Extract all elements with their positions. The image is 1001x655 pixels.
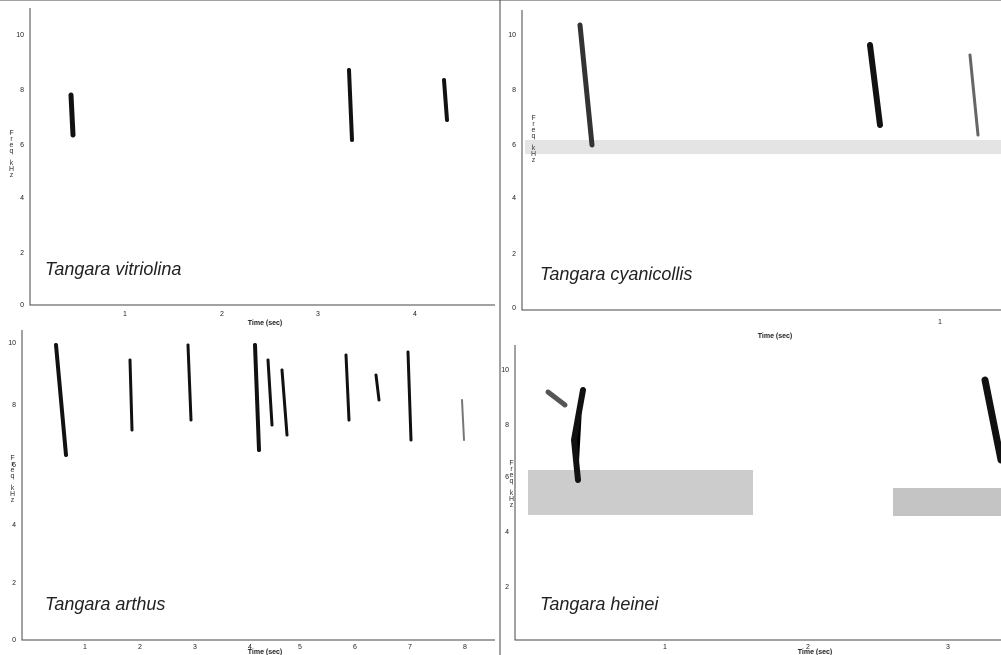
- y-tick-label: 6: [20, 142, 24, 149]
- y-tick-label: 8: [12, 402, 16, 409]
- y-axis-label: Freq kHz: [508, 460, 515, 508]
- y-tick-label: 8: [20, 87, 24, 94]
- y-tick-label: 0: [512, 305, 516, 312]
- y-tick-label: 6: [512, 142, 516, 149]
- noise-band: [528, 470, 753, 515]
- y-tick-label: 4: [12, 522, 16, 529]
- x-tick-label: 5: [298, 644, 302, 651]
- y-tick-label: 10: [508, 32, 516, 39]
- y-tick-label: 8: [505, 422, 509, 429]
- x-axis-label: Time (sec): [248, 649, 283, 655]
- x-tick-label: 2: [806, 644, 810, 651]
- y-tick-label: 6: [12, 462, 16, 469]
- y-tick-label: 4: [20, 195, 24, 202]
- y-tick-label: 2: [12, 580, 16, 587]
- y-tick-label: 0: [20, 302, 24, 309]
- x-tick-label: 3: [193, 644, 197, 651]
- x-tick-label: 1: [83, 644, 87, 651]
- y-tick-label: 0: [12, 637, 16, 644]
- y-tick-label: 2: [512, 251, 516, 258]
- y-tick-label: 2: [505, 584, 509, 591]
- syllables: [54, 22, 1001, 483]
- species-label: Tangara arthus: [45, 594, 165, 614]
- y-tick-label: 10: [16, 32, 24, 39]
- x-tick-label: 7: [408, 644, 412, 651]
- y-tick-label: 10: [8, 340, 16, 347]
- axes: [29, 8, 495, 306]
- x-tick-label: 8: [463, 644, 467, 651]
- y-tick-label: 10: [501, 367, 509, 374]
- axes: [21, 330, 495, 641]
- y-tick-label: 4: [512, 195, 516, 202]
- x-tick-label: 3: [946, 644, 950, 651]
- x-axis-label: Time (sec): [798, 649, 833, 655]
- species-label: Tangara cyanicollis: [540, 264, 692, 284]
- y-tick-label: 4: [505, 529, 509, 536]
- x-tick-label: 6: [353, 644, 357, 651]
- x-tick-label: 4: [413, 311, 417, 318]
- species-label: Tangara heinei: [540, 594, 659, 614]
- x-axis-label: Time (sec): [758, 333, 793, 340]
- x-tick-label: 4: [248, 644, 252, 651]
- y-axis-label: Freq kHz: [530, 115, 537, 163]
- y-axis-label: Freq kHz: [8, 130, 15, 178]
- noise-band: [525, 140, 1001, 154]
- x-tick-label: 2: [220, 311, 224, 318]
- species-label: Tangara vitriolina: [45, 259, 181, 279]
- y-axis-label: Freq kHz: [9, 455, 16, 503]
- axes: [514, 345, 1001, 641]
- x-tick-label: 2: [138, 644, 142, 651]
- x-tick-label: 1: [123, 311, 127, 318]
- y-tick-label: 8: [512, 87, 516, 94]
- x-tick-label: 1: [938, 319, 942, 326]
- x-axis-label: Time (sec): [248, 320, 283, 327]
- x-tick-label: 1: [663, 644, 667, 651]
- noise-band: [893, 488, 1001, 516]
- x-tick-label: 3: [316, 311, 320, 318]
- y-tick-label: 6: [505, 474, 509, 481]
- y-tick-label: 2: [20, 250, 24, 257]
